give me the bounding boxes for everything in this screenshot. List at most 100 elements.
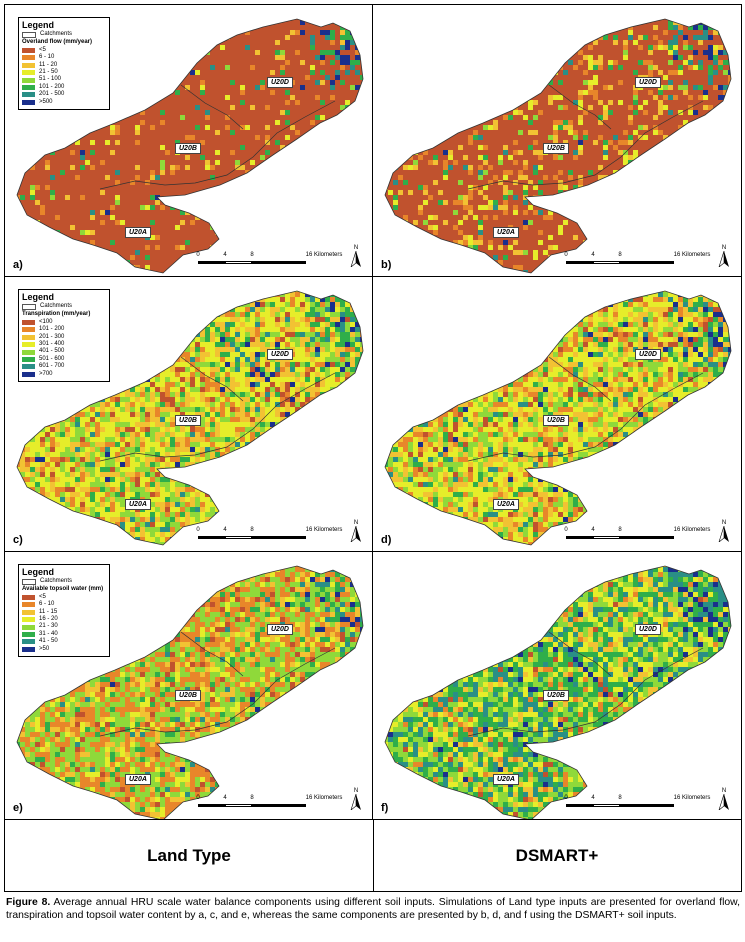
hru-cell bbox=[603, 65, 609, 71]
hru-cell bbox=[320, 220, 325, 226]
hru-cell bbox=[125, 100, 132, 106]
hru-cell bbox=[65, 155, 70, 161]
hru-cell bbox=[340, 80, 347, 86]
hru-cell bbox=[65, 215, 70, 220]
hru-cell bbox=[230, 55, 236, 60]
hru-cell bbox=[115, 230, 121, 236]
hru-cell bbox=[483, 80, 490, 86]
hru-cell bbox=[513, 80, 520, 86]
hru-cell bbox=[723, 60, 730, 65]
hru-cell bbox=[240, 230, 247, 236]
hru-cell bbox=[350, 55, 357, 61]
hru-cell bbox=[150, 135, 156, 140]
hru-cell bbox=[533, 55, 538, 60]
hru-cell bbox=[90, 190, 95, 196]
hru-cell bbox=[360, 45, 363, 51]
hru-cell bbox=[95, 215, 100, 221]
hru-cell bbox=[200, 155, 206, 161]
hru-cell bbox=[25, 170, 32, 175]
hru-cell bbox=[723, 19, 730, 21]
hru-cell bbox=[85, 255, 91, 261]
hru-cell bbox=[155, 225, 160, 231]
hru-cell bbox=[205, 245, 210, 250]
hru-cell bbox=[310, 270, 316, 273]
hru-cell bbox=[240, 160, 246, 165]
hru-cell bbox=[388, 75, 394, 80]
hru-cell bbox=[145, 215, 151, 221]
hru-cell bbox=[70, 165, 76, 171]
hru-cell bbox=[190, 20, 197, 26]
hru-cell bbox=[270, 135, 276, 140]
hru-cell bbox=[25, 180, 31, 186]
hru-cell bbox=[215, 105, 220, 110]
hru-cell bbox=[548, 25, 555, 31]
hru-cell bbox=[365, 210, 371, 216]
hru-cell bbox=[225, 200, 231, 205]
hru-cell bbox=[448, 19, 454, 21]
hru-cell bbox=[160, 25, 165, 30]
hru-cell bbox=[170, 220, 177, 225]
hru-cell bbox=[145, 20, 151, 25]
hru-cell bbox=[50, 125, 55, 131]
hru-cell bbox=[265, 105, 270, 111]
hru-cell bbox=[315, 270, 321, 273]
hru-cell bbox=[355, 195, 360, 201]
hru-cell bbox=[250, 30, 257, 35]
hru-cell bbox=[688, 20, 693, 25]
hru-cell bbox=[325, 35, 332, 41]
hru-cell bbox=[40, 120, 45, 125]
hru-cell bbox=[195, 180, 202, 186]
hru-cell bbox=[225, 55, 231, 61]
hru-cell bbox=[718, 80, 724, 86]
hru-cell bbox=[105, 210, 112, 215]
hru-cell bbox=[165, 30, 171, 36]
hru-cell bbox=[290, 50, 295, 55]
hru-cell bbox=[498, 19, 503, 21]
hru-cell bbox=[408, 45, 414, 51]
hru-cell bbox=[693, 60, 699, 66]
hru-cell bbox=[180, 125, 185, 130]
hru-cell bbox=[150, 255, 157, 261]
hru-cell bbox=[220, 30, 226, 36]
hru-cell bbox=[648, 95, 653, 101]
hru-cell bbox=[180, 195, 187, 200]
hru-cell bbox=[280, 235, 286, 241]
hru-cell bbox=[110, 220, 117, 226]
hru-cell bbox=[360, 270, 363, 273]
hru-cell bbox=[175, 130, 181, 135]
hru-cell bbox=[235, 19, 241, 20]
hru-cell bbox=[160, 55, 165, 61]
hru-cell bbox=[120, 145, 127, 150]
hru-cell bbox=[310, 75, 316, 81]
hru-cell bbox=[563, 85, 568, 90]
hru-cell bbox=[643, 50, 650, 55]
hru-cell bbox=[150, 80, 155, 85]
hru-cell bbox=[285, 19, 291, 21]
hru-cell bbox=[245, 245, 252, 250]
hru-cell bbox=[365, 240, 372, 245]
hru-cell bbox=[180, 20, 187, 25]
hru-cell bbox=[180, 19, 185, 20]
hru-cell bbox=[180, 25, 185, 30]
hru-cell bbox=[315, 130, 322, 135]
hru-cell bbox=[583, 90, 588, 95]
hru-cell bbox=[60, 115, 67, 120]
hru-cell bbox=[30, 195, 35, 200]
hru-cell bbox=[285, 245, 292, 251]
hru-cell bbox=[195, 175, 202, 180]
hru-cell bbox=[643, 25, 649, 31]
hru-cell bbox=[663, 50, 670, 55]
hru-cell bbox=[280, 165, 286, 171]
hru-cell bbox=[295, 230, 302, 236]
hru-cell bbox=[340, 200, 345, 205]
hru-cell bbox=[240, 135, 245, 141]
hru-cell bbox=[155, 265, 161, 271]
hru-cell bbox=[708, 70, 715, 76]
hru-cell bbox=[105, 225, 110, 231]
hru-cell bbox=[573, 45, 580, 50]
hru-cell bbox=[20, 200, 25, 206]
hru-cell bbox=[235, 125, 241, 130]
hru-cell bbox=[365, 50, 370, 55]
hru-cell bbox=[423, 85, 428, 91]
hru-cell bbox=[235, 100, 241, 106]
